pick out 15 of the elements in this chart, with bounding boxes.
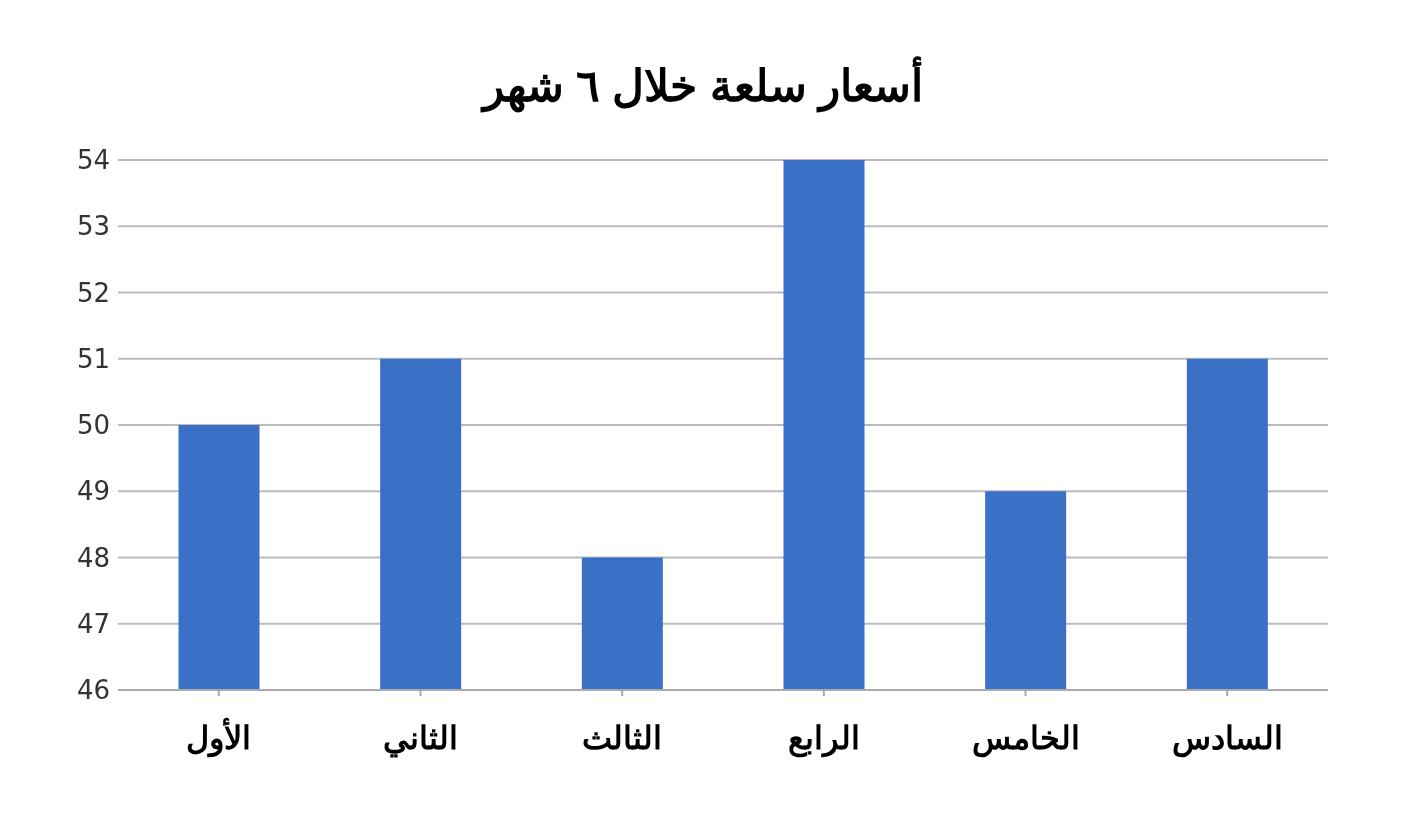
- y-tick-label: 49: [76, 476, 110, 507]
- y-tick-label: 54: [76, 145, 110, 176]
- x-tick-label: الثاني: [383, 719, 458, 758]
- x-tick-label: الثالث: [582, 719, 663, 756]
- y-tick-label: 53: [76, 211, 110, 242]
- y-tick-label: 46: [76, 675, 110, 706]
- x-tick-label: السادس: [1171, 719, 1283, 758]
- x-tick-label: الخامس: [971, 719, 1080, 758]
- x-tick-label: الأول: [186, 716, 252, 758]
- x-tick-label: الرابع: [787, 719, 860, 758]
- y-tick-label: 52: [76, 277, 110, 308]
- y-tick-label: 47: [76, 608, 110, 639]
- y-tick-label: 50: [76, 410, 110, 441]
- y-tick-label: 48: [76, 542, 110, 573]
- y-tick-label: 51: [76, 343, 110, 374]
